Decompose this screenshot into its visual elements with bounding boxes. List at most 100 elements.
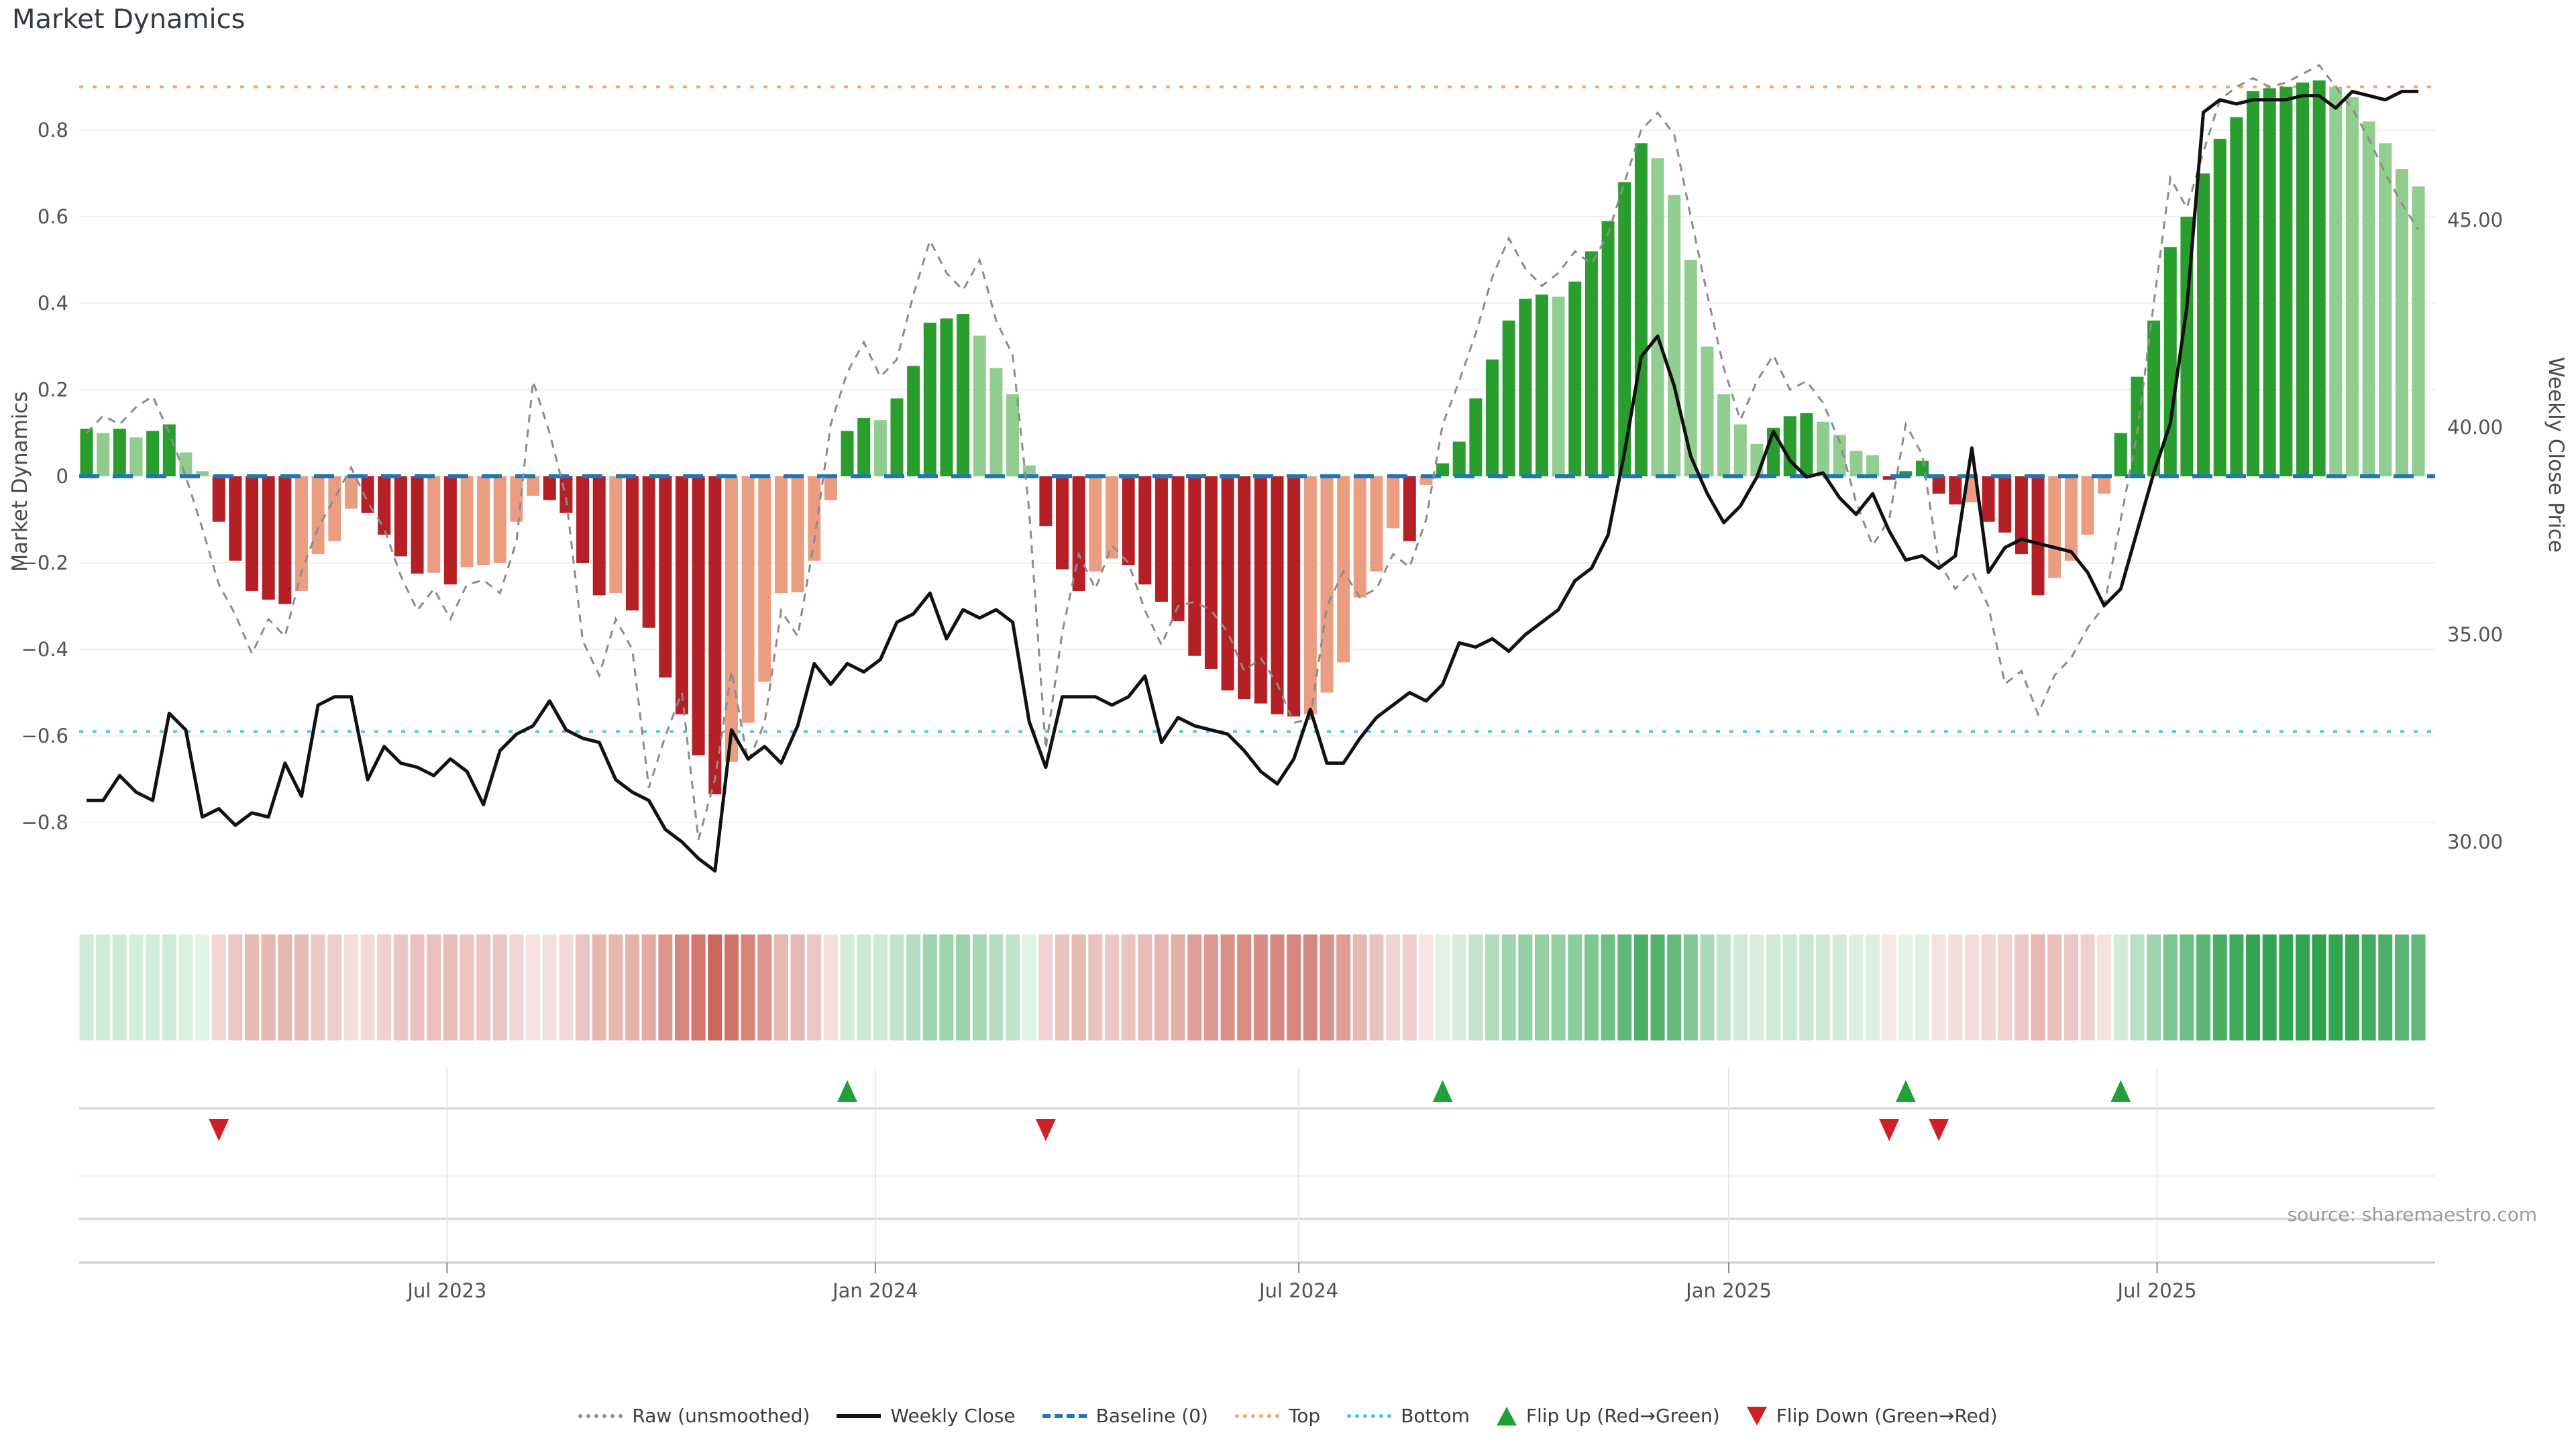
- legend-item: Top: [1234, 1405, 1320, 1427]
- heatmap-cell: [757, 934, 772, 1040]
- heatmap-cell: [1171, 934, 1185, 1040]
- heatmap-cell: [890, 934, 904, 1040]
- oscillator-bar: [80, 429, 93, 476]
- heatmap-cell: [278, 934, 292, 1040]
- heatmap-cell: [1518, 934, 1533, 1040]
- y-tick-label-left: 0.4: [38, 292, 68, 315]
- heatmap-cell: [129, 934, 144, 1040]
- oscillator-bar: [1800, 413, 1813, 476]
- heatmap-cell: [2163, 934, 2178, 1040]
- heatmap-cell: [641, 934, 656, 1040]
- y-tick-label-right: 40.00: [2447, 416, 2503, 439]
- oscillator-bar: [907, 366, 920, 476]
- oscillator-bar: [1552, 297, 1565, 476]
- oscillator-bar: [1866, 455, 1880, 476]
- heatmap-cell: [2229, 934, 2244, 1040]
- heatmap-cell: [1981, 934, 1996, 1040]
- oscillator-bar: [2230, 117, 2243, 476]
- heatmap-cell: [608, 934, 623, 1040]
- oscillator-bar: [791, 476, 804, 592]
- heatmap-cell: [559, 934, 574, 1040]
- heatmap-cell: [294, 934, 309, 1040]
- heatmap-cell: [2014, 934, 2029, 1040]
- heatmap-cell: [1187, 934, 1202, 1040]
- heatmap-cell: [112, 934, 127, 1040]
- heatmap-cell: [1667, 934, 1682, 1040]
- legend-item-label: Flip Down (Green→Red): [1776, 1405, 1998, 1427]
- heatmap-cell: [1931, 934, 1946, 1040]
- chart-legend: Raw (unsmoothed) Weekly Close Baseline (0)…: [0, 1405, 2576, 1427]
- heatmap-cell: [2312, 934, 2326, 1040]
- heatmap-cell: [2394, 934, 2409, 1040]
- oscillator-bar: [724, 476, 738, 762]
- heatmap-cell: [972, 934, 987, 1040]
- heatmap-cell: [576, 934, 590, 1040]
- flip-up-marker: [1432, 1080, 1453, 1102]
- legend-item-label: Flip Up (Red→Green): [1525, 1405, 1720, 1427]
- heatmap-cell: [1253, 934, 1268, 1040]
- oscillator-bar: [1436, 463, 1450, 476]
- y-tick-label-left: 0: [56, 465, 68, 488]
- oscillator-bar: [559, 476, 573, 513]
- heatmap-cell: [1601, 934, 1615, 1040]
- source-note: source: sharemaestro.com: [2287, 1203, 2537, 1226]
- heatmap-cell: [625, 934, 640, 1040]
- heatmap-cell: [989, 934, 1004, 1040]
- oscillator-bar: [824, 476, 837, 500]
- oscillator-bar: [957, 314, 970, 476]
- heatmap-cell: [2296, 934, 2310, 1040]
- x-tick-label: Jan 2025: [1684, 1279, 1772, 1302]
- oscillator-bar: [427, 476, 441, 573]
- heatmap-cell: [956, 934, 971, 1040]
- oscillator-bar: [1320, 476, 1334, 693]
- heatmap-cell: [492, 934, 507, 1040]
- flip-up-marker: [2110, 1080, 2131, 1102]
- heatmap-cell: [1352, 934, 1367, 1040]
- oscillator-bar: [1138, 476, 1152, 585]
- heatmap-cell: [1816, 934, 1831, 1040]
- oscillator-bar: [989, 368, 1003, 476]
- oscillator-bar: [923, 323, 936, 476]
- heatmap-cell: [211, 934, 226, 1040]
- heatmap-cell: [360, 934, 375, 1040]
- oscillator-bar: [890, 398, 904, 476]
- oscillator-bar: [692, 476, 705, 756]
- legend-item: Flip Down (Green→Red): [1746, 1405, 1998, 1427]
- heatmap-cell: [675, 934, 690, 1040]
- oscillator-bar: [2296, 83, 2310, 477]
- heatmap-cell: [1915, 934, 1929, 1040]
- heatmap-cell: [1733, 934, 1748, 1040]
- oscillator-bar: [676, 476, 689, 714]
- y-tick-label-left: 0.6: [38, 205, 68, 228]
- oscillator-bar: [1634, 143, 1648, 476]
- heatmap-cell: [708, 934, 722, 1040]
- heatmap-cell: [542, 934, 557, 1040]
- oscillator-bar: [97, 433, 110, 476]
- oscillator-bar: [1221, 476, 1234, 691]
- oscillator-bar: [626, 476, 639, 610]
- heatmap-cell: [1419, 934, 1434, 1040]
- y-tick-label-right: 30.00: [2447, 830, 2503, 853]
- y-tick-label-left: −0.6: [21, 724, 68, 747]
- heatmap-cell: [1386, 934, 1401, 1040]
- oscillator-bar: [873, 420, 887, 476]
- oscillator-bar: [1072, 476, 1085, 591]
- heatmap-cell: [1203, 934, 1218, 1040]
- legend-item: Baseline (0): [1042, 1405, 1208, 1427]
- oscillator-bar: [1998, 476, 2012, 533]
- heatmap-cell: [2063, 934, 2078, 1040]
- oscillator-bar: [1915, 460, 1929, 476]
- oscillator-bar: [477, 476, 490, 566]
- oscillator-bar: [510, 476, 523, 522]
- oscillator-bar: [1899, 471, 1913, 476]
- x-tick-label: Jul 2023: [406, 1279, 486, 1302]
- flip-up-marker: [1895, 1080, 1916, 1102]
- dashed-blue-icon: [1042, 1413, 1087, 1418]
- heatmap-cell: [228, 934, 243, 1040]
- oscillator-bar: [2345, 97, 2359, 477]
- red-down-triangle-icon: [1746, 1406, 1767, 1426]
- oscillator-bar: [1171, 476, 1185, 622]
- oscillator-bar: [1105, 476, 1118, 559]
- heatmap-cell: [1964, 934, 1979, 1040]
- heatmap-cell: [1832, 934, 1847, 1040]
